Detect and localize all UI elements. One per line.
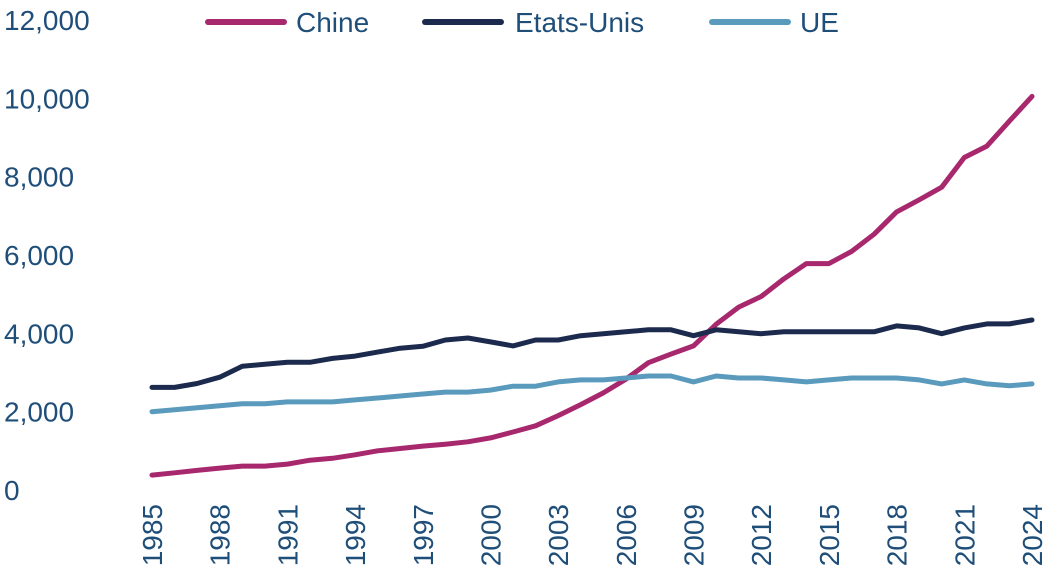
y-tick-label: 2,000 xyxy=(4,397,74,428)
x-tick-label: 1985 xyxy=(137,504,168,566)
x-tick-label: 2018 xyxy=(882,504,913,566)
y-tick-label: 12,000 xyxy=(4,5,90,36)
y-axis-ticks: 0 2,000 4,000 6,000 8,000 10,000 12,000 xyxy=(4,5,90,506)
series-lines xyxy=(149,93,1035,478)
x-tick-label: 2021 xyxy=(949,504,980,566)
series-line-chine xyxy=(149,93,1035,478)
x-tick-label: 2003 xyxy=(543,504,574,566)
legend-label: UE xyxy=(800,7,839,38)
x-tick-label: 2006 xyxy=(611,504,642,566)
x-tick-label: 2009 xyxy=(679,504,710,566)
x-tick-label: 1988 xyxy=(205,504,236,566)
x-tick-label: 2024 xyxy=(1017,504,1048,566)
legend: Chine Etats-Unis UE xyxy=(205,7,839,38)
y-tick-label: 10,000 xyxy=(4,83,90,114)
series-line-ue xyxy=(149,373,1035,415)
x-tick-label: 1997 xyxy=(408,504,439,566)
x-tick-label: 2000 xyxy=(475,504,506,566)
legend-label: Chine xyxy=(296,7,369,38)
y-tick-label: 4,000 xyxy=(4,318,74,349)
series-line-etats-unis xyxy=(149,317,1035,390)
y-tick-label: 6,000 xyxy=(4,240,74,271)
x-tick-label: 2012 xyxy=(746,504,777,566)
y-tick-label: 8,000 xyxy=(4,162,74,193)
legend-label: Etats-Unis xyxy=(515,7,644,38)
x-axis-ticks: 1985 1988 1991 1994 1997 2000 2003 2006 2009 2012… xyxy=(137,504,1048,566)
x-tick-label: 1994 xyxy=(340,504,371,566)
x-tick-label: 2015 xyxy=(814,504,845,566)
x-tick-label: 1991 xyxy=(272,504,303,566)
y-tick-label: 0 xyxy=(4,475,20,506)
